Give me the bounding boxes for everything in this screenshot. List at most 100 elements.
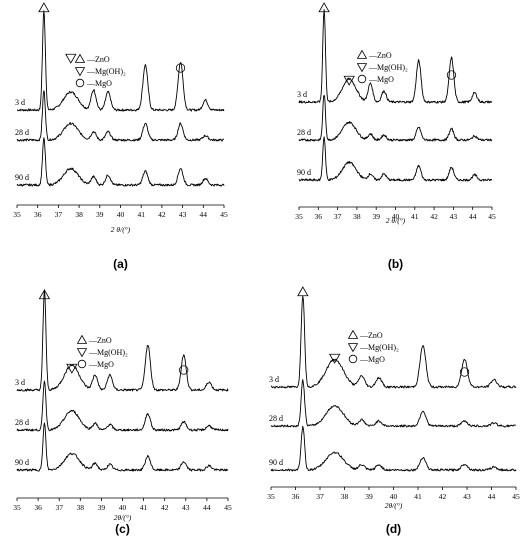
- x-tick-label: 39: [96, 210, 104, 219]
- x-tick-label: 39: [98, 503, 106, 512]
- series-label: 3 d: [15, 98, 25, 107]
- series-line: [16, 137, 225, 187]
- x-tick-label: 36: [315, 212, 323, 221]
- x-tick-label: 44: [469, 212, 477, 221]
- peak-marker-circle: [446, 70, 457, 80]
- x-tick-label: 37: [334, 212, 342, 221]
- peak-marker-triangle-up: [38, 2, 50, 13]
- x-tick-label: 43: [450, 212, 458, 221]
- x-tick-label: 41: [411, 212, 419, 221]
- panel-label: (a): [113, 257, 128, 271]
- x-tick-label: 43: [179, 210, 187, 219]
- legend-triangle-down-icon: [356, 63, 368, 73]
- x-tick-label: 43: [182, 503, 190, 512]
- x-tick-label: 35: [13, 503, 21, 512]
- series-line: [16, 422, 229, 472]
- x-tick-label: 36: [34, 210, 42, 219]
- x-tick-label: 35: [295, 212, 303, 221]
- series-line: [270, 425, 517, 472]
- series-line: [16, 380, 229, 432]
- series-line: [270, 295, 517, 389]
- peak-marker-triangle-up: [318, 2, 330, 13]
- series-line: [298, 136, 493, 182]
- legend-circle-icon: [357, 74, 367, 84]
- series-line: [16, 289, 229, 392]
- x-axis-label: 2θ/(°): [114, 513, 132, 522]
- legend-entry: —ZnO: [86, 55, 110, 64]
- peak-marker-triangle-down: [66, 363, 78, 374]
- xrd-panel-b: 3 d 28 d 90 d 35 36 37 38 39 40 41 42 43 44 45 2 θ/(°)…: [295, 2, 496, 271]
- legend-entry: —MgO: [359, 355, 385, 364]
- x-tick-label: 40: [119, 503, 127, 512]
- series-line: [270, 379, 517, 428]
- series-label: 28 d: [15, 128, 29, 137]
- series-label: 90 d: [297, 168, 311, 177]
- x-tick-label: 44: [200, 210, 208, 219]
- legend-entry: —Mg(OH)₂: [368, 63, 408, 72]
- panel-label: (d): [386, 522, 401, 536]
- legend-triangle-up-icon: [347, 329, 359, 339]
- series-label: 28 d: [15, 418, 29, 427]
- series-label: 28 d: [297, 128, 311, 137]
- peak-marker-circle: [459, 367, 470, 377]
- peak-marker-triangle-up: [297, 286, 309, 297]
- x-tick-label: 40: [392, 212, 400, 221]
- legend-entry: —ZnO: [368, 51, 392, 60]
- x-tick-label: 42: [430, 212, 438, 221]
- x-tick-label: 37: [55, 210, 63, 219]
- x-tick-label: 41: [140, 503, 148, 512]
- x-tick-label: 40: [117, 210, 125, 219]
- x-tick-label: 35: [267, 492, 275, 501]
- x-tick-label: 38: [341, 492, 349, 501]
- series-line: [16, 10, 225, 112]
- legend-triangle-down-icon: [347, 343, 359, 353]
- series-label: 3 d: [297, 90, 307, 99]
- legend-entry: —Mg(OH)₂: [88, 348, 128, 357]
- x-tick-label: 44: [488, 492, 496, 501]
- x-tick-label: 44: [203, 503, 211, 512]
- series-label: 90 d: [15, 458, 29, 467]
- legend-entry: —Mg(OH)₂: [359, 343, 399, 352]
- xrd-panel-d: 3 d 28 d 90 d 35 36 37 38 39 40 41 42 43 44 45 2θ/(°) —…: [267, 286, 520, 536]
- peak-marker-triangle-down: [329, 353, 341, 364]
- series-label: 3 d: [15, 378, 25, 387]
- x-tick-label: 39: [372, 212, 380, 221]
- legend-triangle-down-icon: [76, 348, 88, 358]
- series-label: 90 d: [269, 458, 283, 467]
- legend-entry: —MgO: [88, 360, 114, 369]
- panel-label: (c): [115, 522, 130, 536]
- x-axis-label: 2 θ/(°): [111, 225, 131, 234]
- legend-triangle-up-icon: [356, 49, 368, 59]
- x-tick-label: 41: [414, 492, 422, 501]
- legend-triangle-up-icon: [76, 334, 88, 344]
- x-tick-label: 45: [512, 492, 520, 501]
- x-tick-label: 42: [161, 503, 169, 512]
- legend-triangle-down-icon: [74, 67, 86, 77]
- peak-marker-triangle-down: [343, 75, 355, 86]
- series-label: 28 d: [269, 414, 283, 423]
- panel-label: (b): [388, 257, 403, 271]
- x-tick-label: 43: [463, 492, 471, 501]
- x-tick-label: 41: [137, 210, 145, 219]
- xrd-panel-c: 3 d 28 d 90 d 35 36 37 38 39 40 41 42 43 44 45 2θ/(°) —…: [13, 289, 232, 536]
- x-tick-label: 42: [158, 210, 166, 219]
- legend-circle-icon: [77, 359, 87, 369]
- x-tick-label: 39: [365, 492, 373, 501]
- legend-entry: —MgO: [86, 79, 112, 88]
- legend-entry: —ZnO: [359, 331, 383, 340]
- series-label: 90 d: [15, 173, 29, 182]
- peak-marker-triangle-up: [38, 289, 51, 300]
- peak-marker-circle: [179, 365, 189, 375]
- legend-entry: —Mg(OH)₂: [86, 67, 126, 76]
- x-axis-label: 2θ/(°): [385, 501, 403, 510]
- legend-triangle-up-icon: [74, 53, 86, 63]
- legend-entry: —MgO: [368, 75, 394, 84]
- x-tick-label: 38: [77, 503, 85, 512]
- xrd-panel-a: 3 d 28 d 90 d 35 36 37 38 39 40 41 42 43 44 45 2 θ/(°)…: [13, 2, 228, 271]
- legend-circle-icon: [75, 78, 85, 88]
- x-tick-label: 45: [488, 212, 496, 221]
- legend-entry: —ZnO: [88, 336, 112, 345]
- x-axis-label: 2 θ/(°): [386, 216, 406, 225]
- x-tick-label: 40: [390, 492, 398, 501]
